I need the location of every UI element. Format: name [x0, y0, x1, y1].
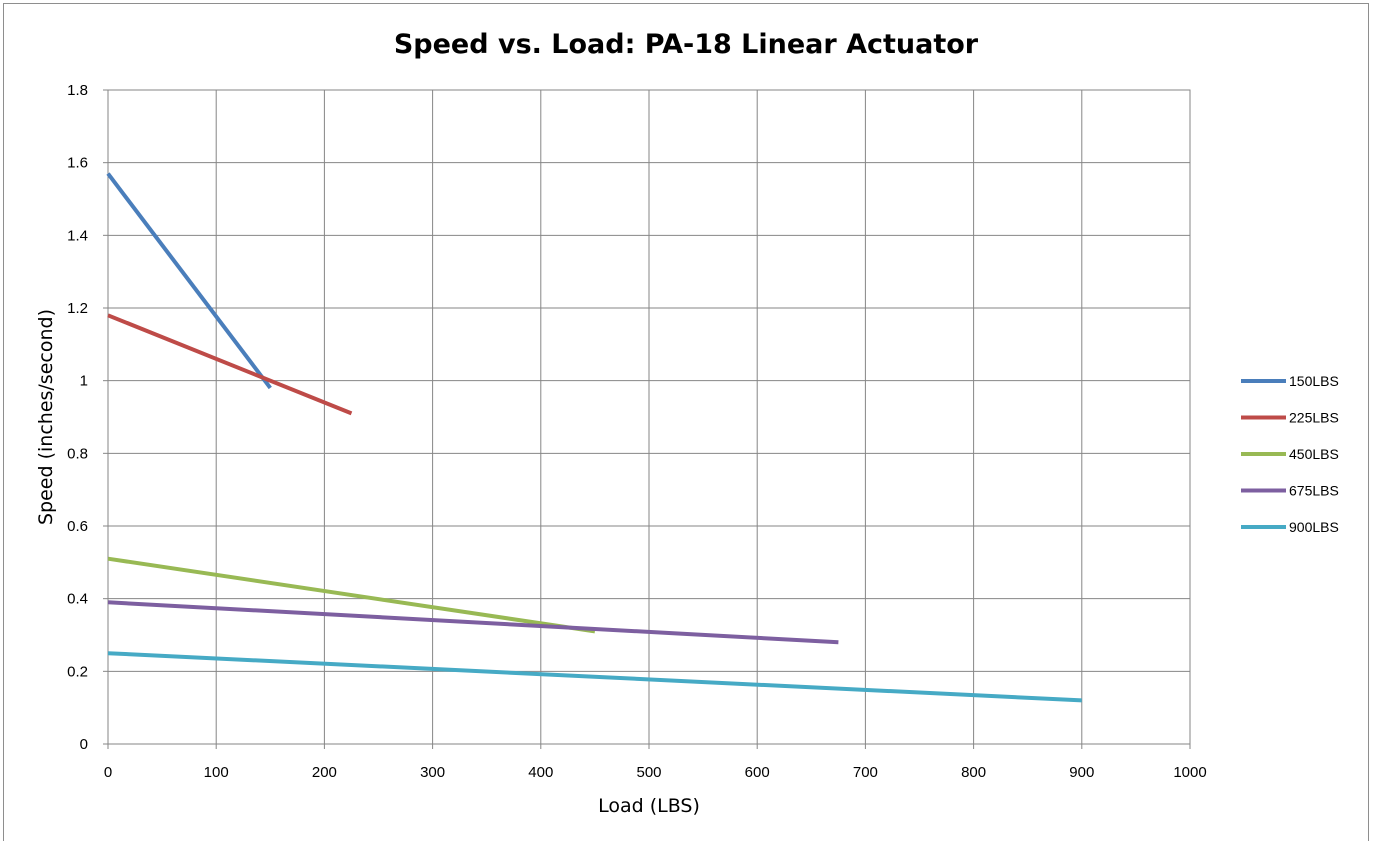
- legend-label: 150LBS: [1289, 373, 1339, 389]
- y-tick-label: 1.4: [67, 227, 88, 244]
- x-tick-label: 500: [636, 764, 661, 781]
- y-tick-label: 0.8: [67, 445, 88, 462]
- legend-item-450lbs: 450LBS: [1241, 446, 1339, 462]
- chart-title: Speed vs. Load: PA-18 Linear Actuator: [394, 29, 979, 60]
- x-tick-label: 300: [420, 764, 445, 781]
- x-tick-label: 400: [528, 764, 553, 781]
- x-tick-label: 200: [312, 764, 337, 781]
- legend-item-225lbs: 225LBS: [1241, 410, 1339, 426]
- legend: 150LBS 225LBS 450LBS 675LBS 900LBS: [1241, 373, 1339, 535]
- series-line-450lbs: [107, 556, 596, 634]
- x-tick-label: 1000: [1173, 764, 1206, 781]
- legend-label: 450LBS: [1289, 446, 1339, 462]
- legend-label: 675LBS: [1289, 483, 1339, 499]
- y-tick-label: 1.6: [67, 155, 88, 172]
- y-tick-label: 1.2: [67, 300, 88, 317]
- y-tick-label: 0: [80, 736, 88, 753]
- series-line-900lbs: [107, 651, 1082, 703]
- legend-label: 225LBS: [1289, 410, 1339, 426]
- x-tick-label: 100: [204, 764, 229, 781]
- y-axis-label: Speed (inches/second): [35, 309, 57, 525]
- grid: [107, 89, 1191, 745]
- y-axis-ticks: 0 0.2 0.4 0.6 0.8 1 1.2 1.4 1.6 1.8: [67, 82, 108, 753]
- legend-item-900lbs: 900LBS: [1241, 519, 1339, 535]
- y-tick-label: 0.6: [67, 518, 88, 535]
- x-axis-label: Load (LBS): [598, 795, 700, 817]
- y-tick-label: 1: [80, 373, 88, 390]
- x-axis-ticks: 0 100 200 300 400 500 600 700 800 900 1000: [104, 744, 1207, 781]
- series-line-225lbs: [107, 313, 353, 416]
- series-line-675lbs: [107, 600, 839, 645]
- x-tick-label: 600: [745, 764, 770, 781]
- y-tick-label: 0.2: [67, 663, 88, 680]
- chart-frame: [3, 3, 1369, 841]
- y-tick-label: 1.8: [67, 82, 88, 99]
- legend-item-150lbs: 150LBS: [1241, 373, 1339, 389]
- series-line-150lbs: [106, 172, 272, 390]
- legend-item-675lbs: 675LBS: [1241, 483, 1339, 499]
- series-lines: [106, 172, 1082, 703]
- x-tick-label: 900: [1069, 764, 1094, 781]
- legend-label: 900LBS: [1289, 519, 1339, 535]
- x-tick-label: 0: [104, 764, 112, 781]
- x-tick-label: 800: [961, 764, 986, 781]
- x-tick-label: 700: [853, 764, 878, 781]
- y-tick-label: 0.4: [67, 591, 88, 608]
